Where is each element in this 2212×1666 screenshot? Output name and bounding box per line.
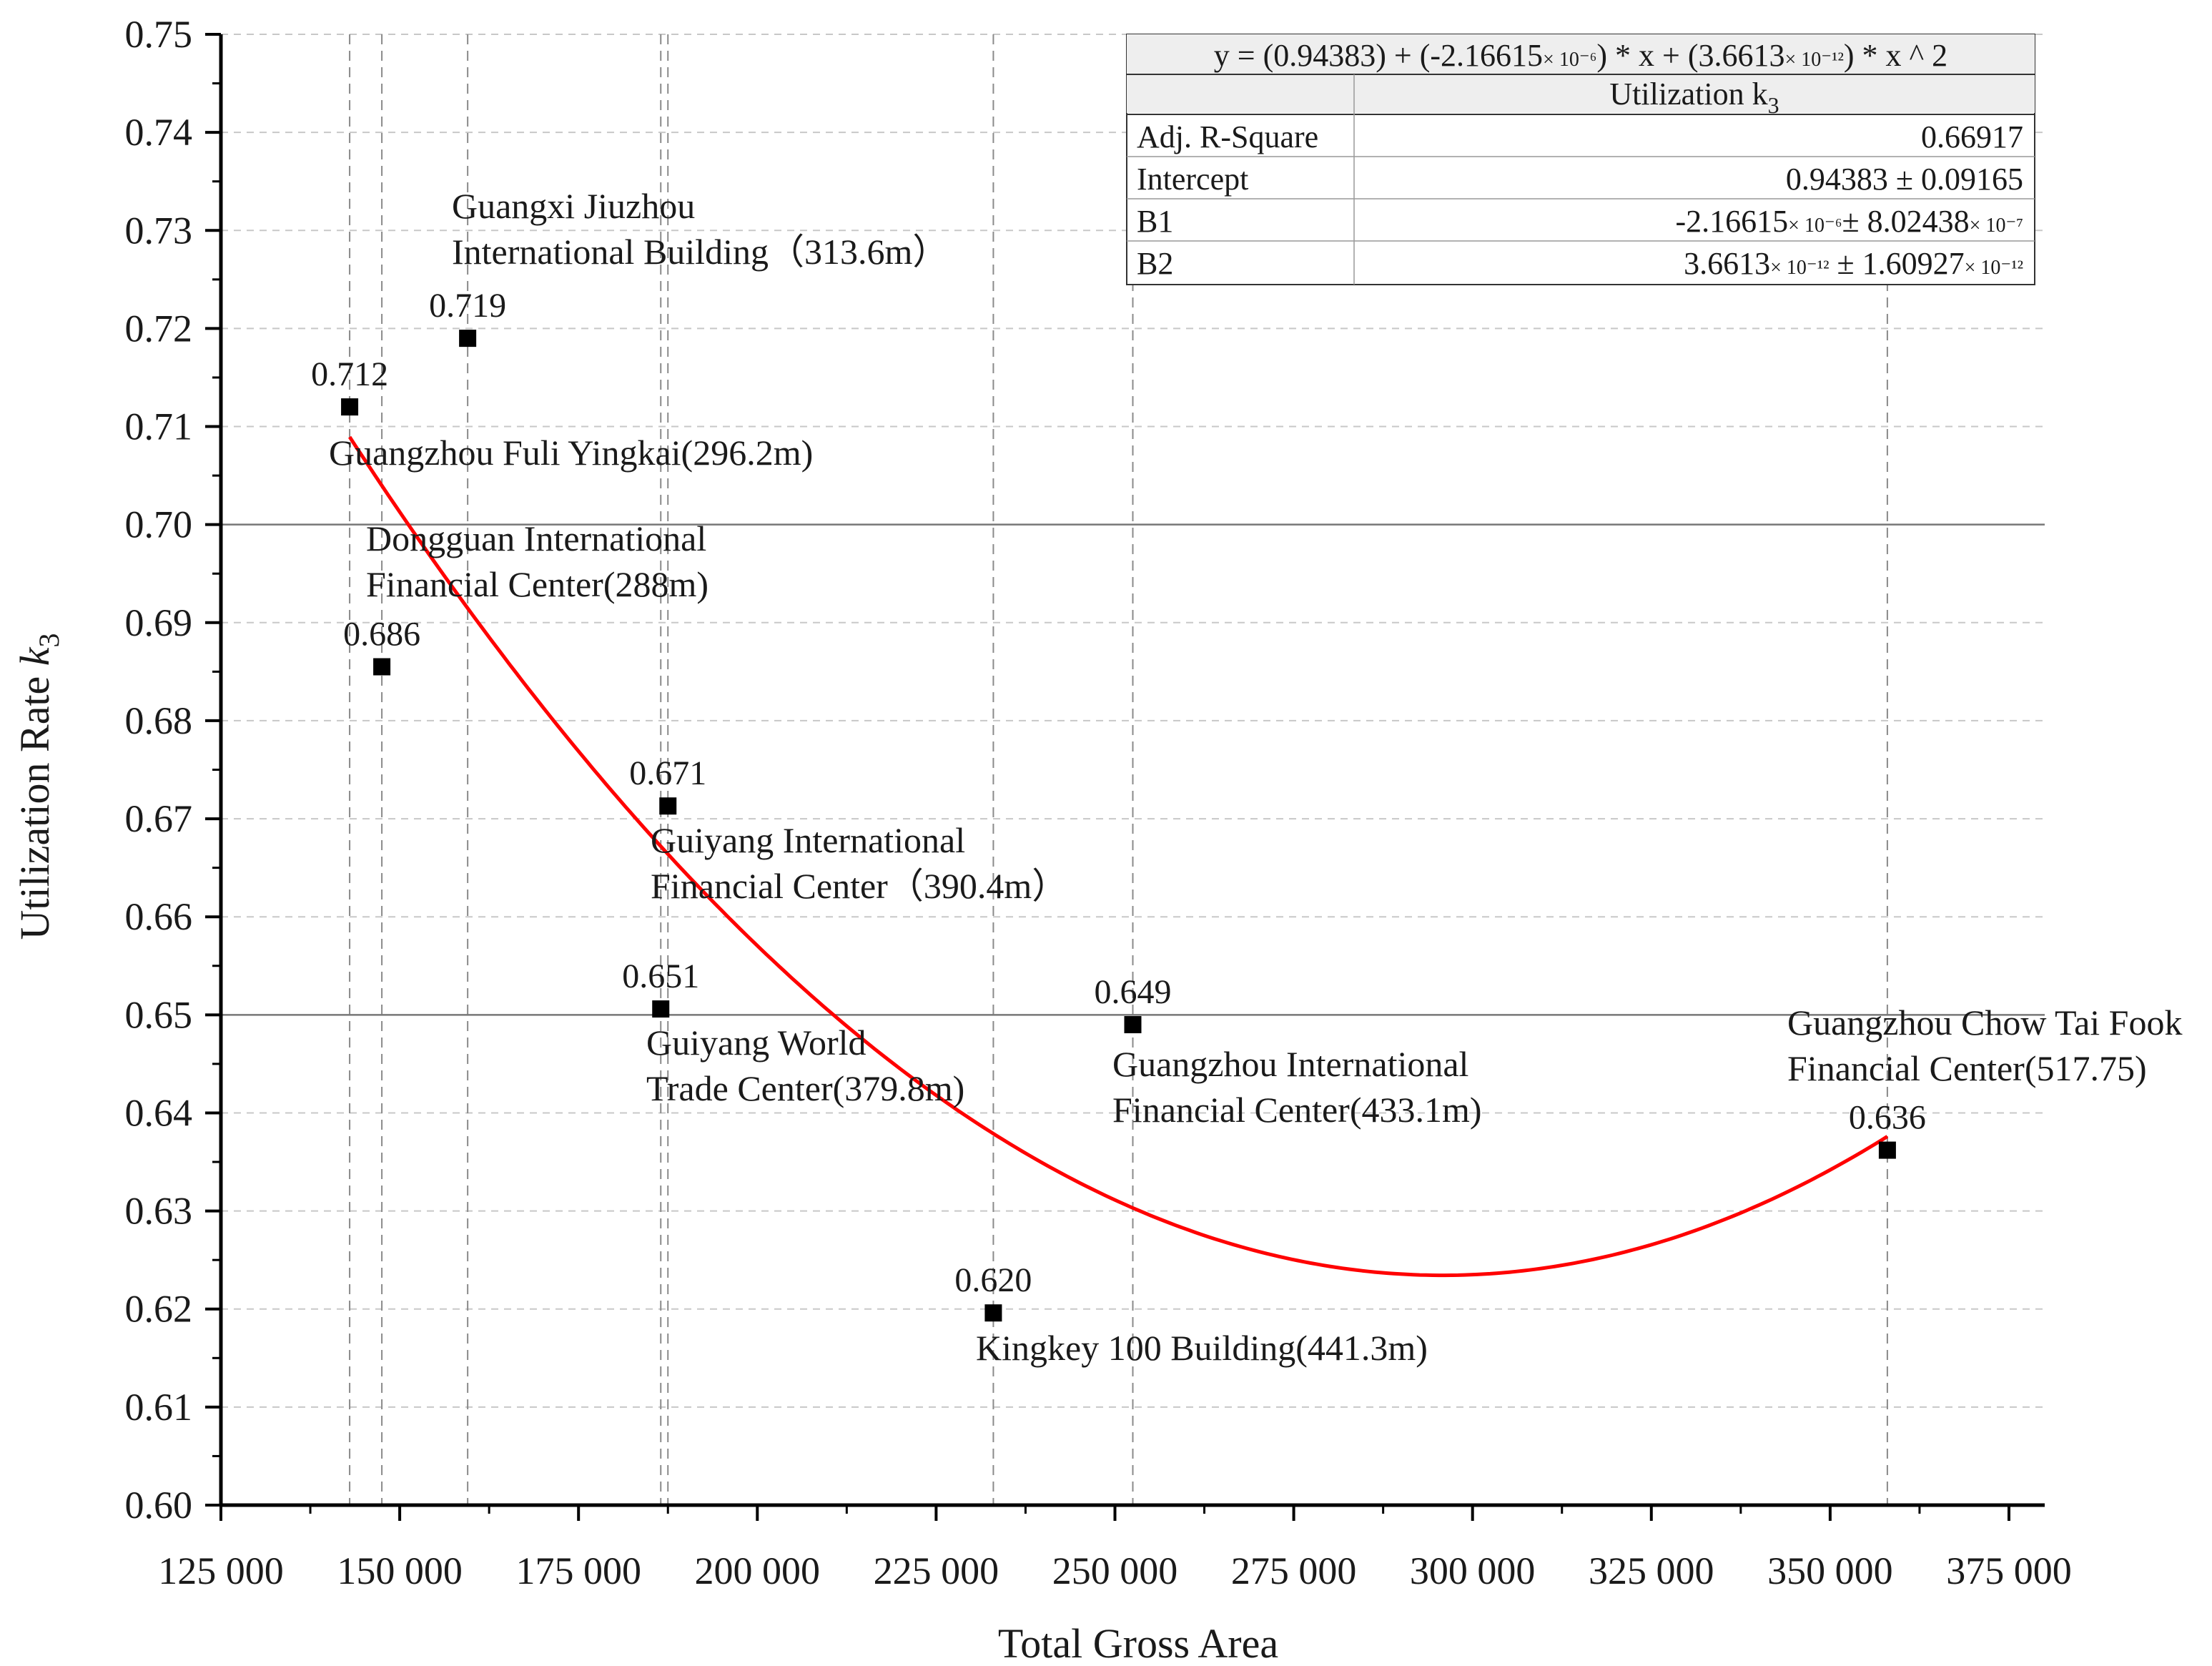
data-point — [373, 658, 391, 676]
point-name-label: Kingkey 100 Building(441.3m) — [976, 1328, 1428, 1368]
point-value-label: 0.636 — [1849, 1099, 1926, 1137]
fit-curve — [348, 435, 1889, 1278]
table-row-value: 3.6613× 10⁻¹² ± 1.60927× 10⁻¹² — [1684, 246, 2023, 281]
point-name-label: Financial Center（390.4m） — [651, 866, 1067, 906]
y-tick-label: 0.69 — [125, 601, 193, 644]
point-value-label: 0.712 — [311, 355, 388, 393]
point-value-label: 0.651 — [622, 957, 699, 995]
point-labels: 0.712 0.686 0.719 0.671 0.651 0.620 0.649 0.636… — [311, 186, 2182, 1368]
point-name-label: Financial Center(517.75) — [1787, 1048, 2147, 1088]
table-row-label: Intercept — [1137, 162, 1248, 197]
y-tick-label: 0.63 — [125, 1190, 193, 1233]
point-value-label: 0.649 — [1095, 973, 1172, 1011]
y-tick-label: 0.61 — [125, 1386, 193, 1429]
y-tick-label: 0.64 — [125, 1091, 193, 1134]
y-tick-label: 0.74 — [125, 111, 193, 154]
reference-lines — [221, 523, 2045, 1016]
x-tick-label: 250 000 — [1052, 1549, 1178, 1592]
x-tick-label: 325 000 — [1589, 1549, 1714, 1592]
y-tick-label: 0.68 — [125, 699, 193, 742]
data-point — [652, 1000, 670, 1018]
point-name-label: Guangzhou Chow Tai Fook — [1787, 1002, 2183, 1043]
x-tick-label: 350 000 — [1767, 1549, 1893, 1592]
x-tick-label: 300 000 — [1410, 1549, 1536, 1592]
point-name-label: Financial Center(288m) — [366, 564, 708, 604]
table-row-label: Adj. R-Square — [1137, 119, 1318, 154]
point-name-label: Guangzhou International — [1112, 1044, 1468, 1084]
point-value-label: 0.671 — [629, 754, 706, 792]
table-row-value: 0.94383 ± 0.09165 — [1786, 162, 2023, 197]
fit-curve-layer — [348, 435, 1889, 1278]
data-point — [1124, 1016, 1142, 1034]
y-tick-label: 0.65 — [125, 993, 193, 1036]
x-tick-label: 175 000 — [515, 1549, 641, 1592]
data-point — [459, 330, 477, 348]
x-tick-label: 150 000 — [337, 1549, 463, 1592]
table-row-value: 0.66917 — [1921, 119, 2023, 154]
x-tick-label: 225 000 — [874, 1549, 999, 1592]
x-axis-title: Total Gross Area — [998, 1620, 1278, 1666]
data-point — [1878, 1141, 1896, 1159]
fit-equation: y = (0.94383) + (-2.16615× 10⁻⁶) * x + (… — [1214, 38, 1947, 73]
y-tick-label: 0.67 — [125, 797, 193, 840]
x-tick-label: 275 000 — [1231, 1549, 1357, 1592]
point-name-label: Guiyang International — [651, 820, 965, 860]
point-name-label: Guiyang World — [646, 1022, 866, 1063]
y-axis-title: Utilization Rate k3 — [11, 633, 65, 940]
table-row-label: B2 — [1137, 246, 1173, 281]
x-tick-label: 375 000 — [1946, 1549, 2072, 1592]
y-tick-label: 0.71 — [125, 405, 193, 448]
y-tick-label: 0.66 — [125, 895, 193, 938]
point-value-label: 0.620 — [954, 1261, 1032, 1299]
data-point — [984, 1304, 1002, 1322]
y-tick-label: 0.62 — [125, 1288, 193, 1331]
data-points — [341, 330, 1896, 1322]
point-name-label: Trade Center(379.8m) — [646, 1068, 964, 1108]
table-rows: Adj. R-Square 0.66917 Intercept 0.94383 ± 0… — [1137, 119, 2023, 281]
x-tick-label: 200 000 — [695, 1549, 821, 1592]
point-name-label: Guangzhou Fuli Yingkai(296.2m) — [329, 433, 813, 473]
axes: 0.60 0.61 0.62 0.63 0.64 0.65 0.66 0.67 0.68 0.69… — [125, 13, 2072, 1592]
y-tick-label: 0.72 — [125, 307, 193, 350]
data-point — [341, 398, 359, 416]
table-row-label: B1 — [1137, 204, 1173, 239]
point-name-label: International Building（313.6m） — [452, 232, 948, 272]
data-point — [659, 797, 677, 815]
fit-statistics-table: y = (0.94383) + (-2.16615× 10⁻⁶) * x + (… — [1126, 34, 2035, 285]
point-value-label: 0.686 — [343, 616, 420, 654]
point-name-label: Financial Center(433.1m) — [1112, 1090, 1482, 1130]
y-tick-label: 0.75 — [125, 13, 193, 56]
point-name-label: Guangxi Jiuzhou — [452, 186, 695, 226]
table-column-header: Utilization k3 — [1609, 77, 1779, 118]
point-name-label: Dongguan International — [366, 518, 706, 558]
y-tick-label: 0.73 — [125, 209, 193, 252]
point-value-label: 0.719 — [429, 287, 506, 325]
x-tick-label: 125 000 — [158, 1549, 284, 1592]
y-tick-label: 0.60 — [125, 1484, 193, 1527]
y-tick-label: 0.70 — [125, 503, 193, 546]
table-row-value: -2.16615× 10⁻⁶± 8.02438× 10⁻⁷ — [1676, 204, 2024, 239]
